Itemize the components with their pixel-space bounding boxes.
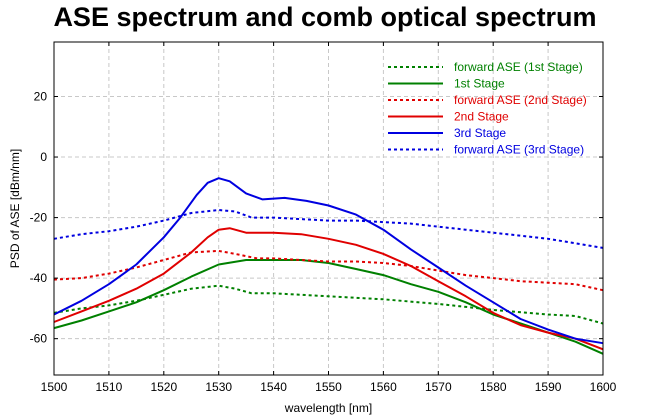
x-tick-label: 1520 xyxy=(150,380,177,394)
series-line xyxy=(53,177,604,345)
x-tick-label: 1540 xyxy=(260,380,287,394)
x-tick-label: 1550 xyxy=(315,380,342,394)
legend-label: forward ASE (2nd Stage) xyxy=(454,93,587,107)
legend-label: forward ASE (3rd Stage) xyxy=(454,143,584,157)
y-tick-label: 0 xyxy=(40,150,47,164)
y-tick-label: -20 xyxy=(30,211,48,225)
legend-label: forward ASE (1st Stage) xyxy=(454,60,583,74)
legend-label: 1st Stage xyxy=(454,77,505,91)
x-tick-label: 1580 xyxy=(480,380,507,394)
series-line xyxy=(53,209,604,249)
y-tick-label: 20 xyxy=(34,89,48,103)
x-axis-label: wavelength [nm] xyxy=(284,401,372,415)
x-tick-label: 1530 xyxy=(205,380,232,394)
series-line xyxy=(53,284,604,325)
legend-label: 2nd Stage xyxy=(454,110,509,124)
x-tick-label: 1570 xyxy=(425,380,452,394)
x-tick-label: 1510 xyxy=(96,380,123,394)
y-tick-label: -40 xyxy=(30,271,48,285)
y-tick-label: -60 xyxy=(30,332,48,346)
y-axis-label: PSD of ASE [dBm/nm] xyxy=(8,149,22,268)
series-line xyxy=(53,227,604,351)
chart-title: ASE spectrum and comb optical spectrum xyxy=(53,2,597,32)
x-tick-label: 1560 xyxy=(370,380,397,394)
x-tick-label: 1590 xyxy=(535,380,562,394)
x-tick-label: 1500 xyxy=(41,380,68,394)
legend-label: 3rd Stage xyxy=(454,126,506,140)
series-line xyxy=(53,249,604,292)
x-tick-label: 1600 xyxy=(590,380,617,394)
